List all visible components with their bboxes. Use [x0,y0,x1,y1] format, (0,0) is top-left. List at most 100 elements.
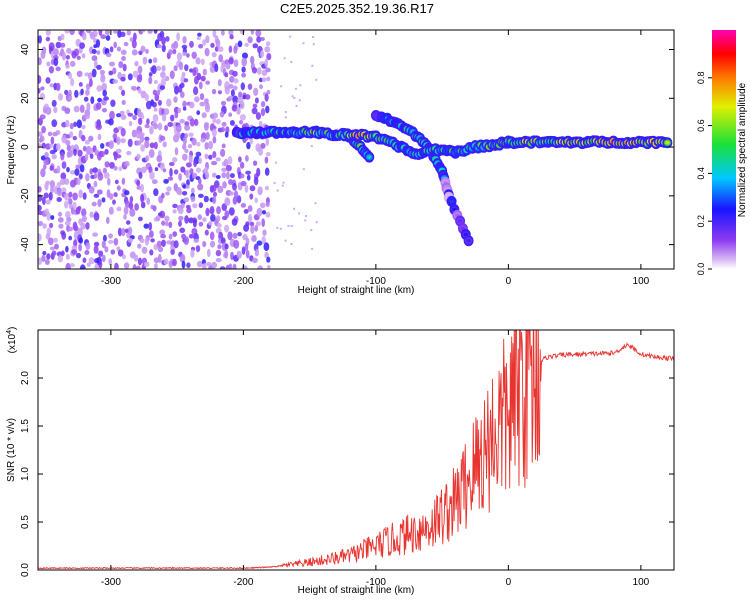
noise-cell [156,155,163,163]
noise-cell [38,131,43,137]
noise-speck [276,189,279,192]
noise-cell [127,237,133,243]
noise-cell [81,134,86,142]
secondary-track-1-core [449,199,454,204]
noise-cell [132,114,138,121]
noise-cell [167,176,174,181]
noise-cell [122,254,126,260]
noise-cell [198,221,204,227]
noise-cell [121,227,126,237]
noise-cell [108,233,113,239]
noise-cell [212,128,217,137]
noise-cell [148,58,153,64]
noise-cell [88,72,93,81]
noise-cell [191,187,195,194]
noise-cell [239,119,243,125]
noise-cell [60,172,67,180]
noise-cell [45,233,51,240]
noise-cell [48,192,53,201]
noise-cell [77,149,83,157]
y-tick-label: 1.5 [20,419,31,433]
noise-cell [167,122,174,127]
noise-cell [251,107,258,115]
noise-cell [79,164,85,173]
noise-cell [243,224,250,232]
noise-cell [161,44,166,53]
noise-cell [265,211,271,218]
noise-cell [204,47,210,57]
noise-cell [118,61,124,69]
noise-cell [201,259,206,265]
noise-cell [105,52,112,58]
noise-cell [169,167,173,177]
noise-cell [182,143,187,150]
noise-cell [199,93,205,101]
noise-cell [160,77,166,87]
noise-cell [79,42,85,49]
x-tick-label: 100 [633,276,650,287]
noise-cell [193,96,200,103]
noise-cell [49,83,55,88]
noise-cell [136,179,141,187]
noise-cell [60,250,65,257]
noise-cell [245,170,252,175]
noise-cell [104,161,110,168]
noise-cell [120,76,126,82]
noise-cell [101,108,108,113]
noise-cell [249,137,254,145]
noise-cell [157,122,163,131]
noise-cell [46,253,51,260]
noise-cell [63,178,70,185]
noise-cell [245,249,250,259]
noise-cell [233,45,238,54]
noise-cell [115,154,122,159]
noise-cell [82,145,87,152]
noise-cell [75,252,82,259]
noise-cell [214,63,219,73]
noise-cell [79,264,86,269]
noise-cell [207,248,211,258]
noise-cell [267,264,271,269]
noise-cell [64,107,71,114]
noise-cell [124,161,130,167]
snr-y-axis-label: SNR (10 * v/v) [6,418,17,482]
noise-cell [116,185,121,191]
noise-cell [56,188,63,197]
noise-cell [159,85,166,90]
noise-cell [53,48,59,56]
noise-cell [127,112,133,117]
noise-cell [38,257,43,265]
noise-cell [168,161,175,167]
noise-cell [247,205,253,212]
noise-cell [244,42,249,47]
noise-cell [232,196,238,205]
noise-cell [151,65,157,75]
noise-cell [205,35,210,44]
noise-cell [184,124,191,131]
noise-cell [182,136,187,145]
x-tick-label: 100 [633,577,650,588]
noise-cell [95,123,102,130]
noise-cell [165,191,170,196]
noise-cell [198,43,204,49]
noise-cell [137,87,142,94]
noise-cell [253,176,259,186]
noise-cell [66,144,72,152]
noise-cell [217,46,224,52]
noise-cell [155,215,161,222]
main-track-core [665,141,670,145]
noise-cell [110,99,116,107]
noise-cell [203,195,209,203]
noise-cell [81,32,87,41]
noise-cell [224,59,230,65]
noise-cell [91,55,98,62]
noise-cell [264,185,269,191]
noise-cell [63,192,70,201]
noise-cell [38,57,42,66]
colorbar-tick-label: 0.0 [696,263,706,276]
noise-cell [172,231,178,237]
noise-cell [246,174,251,181]
noise-cell [93,181,98,188]
noise-cell [93,241,100,247]
noise-cell [146,197,150,205]
